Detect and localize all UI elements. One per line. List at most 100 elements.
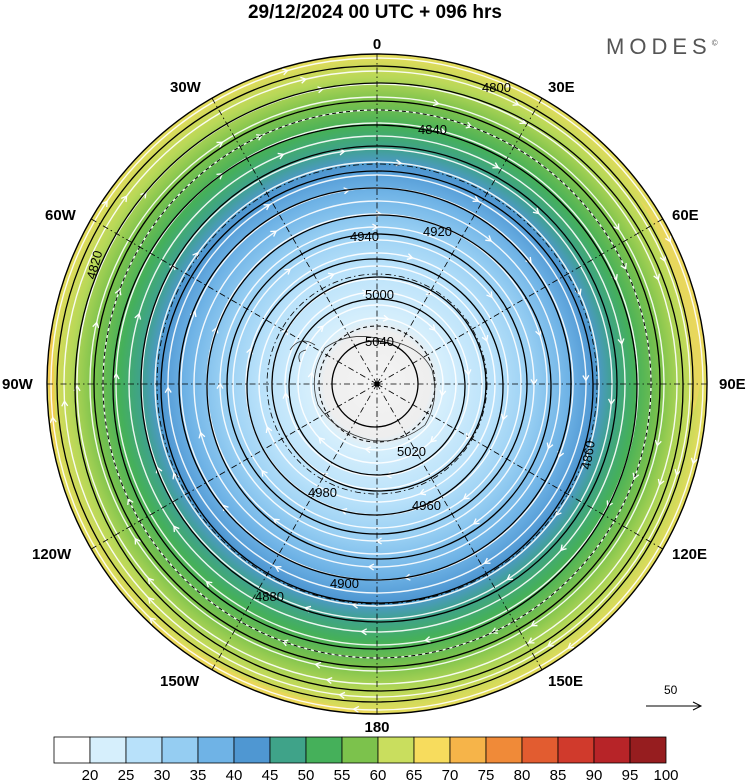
streamline-arrow — [582, 375, 590, 382]
streamline-arrow — [263, 204, 271, 211]
streamline — [284, 291, 470, 477]
map-border — [46, 53, 708, 715]
colorbar-swatch — [89, 736, 127, 764]
streamline-arrow — [325, 676, 333, 685]
meridian-line — [91, 218, 378, 385]
streamline-arrow — [134, 537, 141, 545]
streamline-arrow — [481, 334, 489, 342]
colorbar-swatch — [161, 736, 199, 764]
contour-line — [246, 258, 504, 516]
meridian-line — [211, 98, 378, 385]
lon-label-90e: 90E — [719, 376, 746, 393]
streamline-arrow — [147, 577, 155, 585]
brand-text: MODES — [606, 34, 712, 59]
antarctica-coastline — [289, 336, 436, 442]
colorbar-tick-label: 70 — [442, 767, 459, 782]
streamline-arrow — [613, 223, 620, 231]
streamline-arrow — [464, 369, 472, 376]
streamline-arrow — [428, 324, 436, 332]
streamline-arrow — [338, 148, 346, 156]
streamline-arrow — [486, 291, 493, 299]
brand-logo: MODES© — [606, 34, 718, 60]
lon-label-60e: 60E — [672, 207, 699, 224]
lon-label-120w: 120W — [32, 546, 72, 563]
streamline-arrow — [500, 413, 508, 421]
streamline-arrow — [274, 565, 282, 573]
lon-label-30e: 30E — [548, 79, 575, 96]
streamline-arrow — [120, 195, 128, 203]
streamline-arrow — [492, 162, 500, 169]
streamline-arrow — [364, 446, 372, 454]
streamline-arrow — [530, 620, 538, 627]
map-title: 29/12/2024 00 UTC + 096 hrs — [247, 2, 503, 23]
colorbar-tick-label: 90 — [586, 767, 603, 782]
streamline-arrow — [127, 497, 134, 505]
colorbar-tick-label: 35 — [190, 767, 207, 782]
streamline-arrow — [216, 141, 224, 148]
streamline-arrow — [112, 372, 120, 380]
colorbar-swatch — [377, 736, 415, 764]
streamline-arrow — [535, 329, 542, 337]
contour-label-4800: 4800 — [482, 80, 511, 95]
lon-label-60w: 60W — [45, 207, 77, 224]
colorbar-swatch — [629, 736, 667, 764]
arrow-right-icon — [646, 701, 703, 711]
lon-label-0: 0 — [373, 36, 381, 53]
streamline-arrow — [164, 386, 172, 393]
streamline-arrow — [530, 379, 538, 386]
streamline — [297, 304, 457, 464]
contour-label-4940: 4940 — [350, 229, 379, 244]
streamline-arrow — [506, 574, 514, 581]
streamline — [167, 174, 587, 594]
streamline-arrow — [205, 580, 213, 588]
colorbar-swatch — [341, 736, 379, 764]
colorbar-tick-label: 85 — [550, 767, 567, 782]
streamline-arrow — [317, 325, 325, 333]
colorbar-tick-label: 45 — [262, 767, 279, 782]
colorbar-swatch — [125, 736, 163, 764]
streamline-arrow — [352, 705, 360, 713]
contour-label-4960: 4960 — [412, 498, 441, 513]
streamline-arrow — [375, 537, 382, 545]
streamline-arrow — [362, 289, 369, 297]
contour-line — [93, 100, 661, 668]
streamline-arrow — [360, 628, 368, 636]
longitude-labels: 0 30E 60E 90E 120E 150E 180 150W 120W 90… — [2, 36, 746, 736]
meridian-line — [376, 98, 543, 385]
colorbar-tick-label: 50 — [298, 767, 315, 782]
contour-label-4880: 4880 — [255, 589, 284, 604]
antarctic-peninsula — [289, 340, 316, 363]
streamline-arrow — [265, 426, 273, 434]
lon-label-120e: 120E — [672, 546, 707, 563]
streamline-arrow — [439, 389, 447, 397]
streamline-arrow — [270, 230, 278, 237]
streamline-arrow — [472, 518, 480, 525]
colorbar-tick-label: 60 — [370, 767, 387, 782]
streamline-arrow — [61, 399, 69, 407]
streamline-arrow — [472, 195, 480, 203]
streamline-arrow — [382, 314, 390, 322]
contour-line — [112, 124, 638, 650]
colorbar-swatch — [413, 736, 451, 764]
streamline-arrow — [385, 471, 392, 479]
streamline-arrow — [198, 431, 206, 439]
streamline-arrow — [462, 493, 470, 500]
streamline-arrow — [367, 563, 375, 571]
contour-line — [206, 214, 552, 560]
streamline-arrow — [261, 469, 268, 477]
streamline-arrow — [504, 81, 512, 88]
streamline-arrow — [281, 68, 289, 76]
latitude-circle — [266, 273, 488, 495]
lon-label-150w: 150W — [160, 673, 200, 690]
streamline-arrow — [314, 661, 322, 669]
colorbar-swatch — [305, 736, 343, 764]
streamline-arrow — [546, 442, 554, 450]
contour-label-4900: 4900 — [330, 576, 359, 591]
colorbar-swatch — [485, 736, 523, 764]
colorbar-swatch — [557, 736, 595, 764]
lon-label-30w: 30W — [170, 79, 202, 96]
graticule — [47, 54, 707, 714]
contour-label-4820: 4820 — [83, 249, 105, 281]
streamline-arrow — [429, 435, 437, 443]
